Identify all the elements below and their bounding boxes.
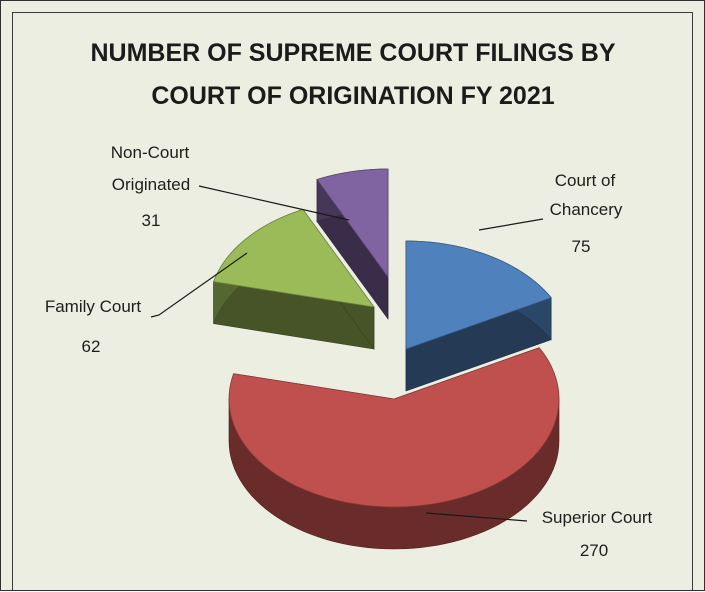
label-court-of-chancery: Court of Chancery 75 xyxy=(478,171,623,256)
slice-court-of-chancery xyxy=(405,240,552,392)
slice-value-superior-court: 270 xyxy=(580,541,608,560)
slice-label-non-court-originated: Non-Court xyxy=(111,143,190,162)
leader-line-superior-court xyxy=(425,512,528,522)
slice-non-court-originated xyxy=(316,168,389,320)
leader-line-non-court-originated xyxy=(198,185,350,221)
slice-label-family-court: Family Court xyxy=(45,297,142,316)
label-superior-court: Superior Court 270 xyxy=(425,508,653,560)
slice-value-non-court-originated: 31 xyxy=(142,211,161,230)
leader-line-family-court xyxy=(150,252,248,318)
slice-label-non-court-originated: Originated xyxy=(112,175,190,194)
slice-labels: Court of Chancery 75 Superior Court 270 Famil… xyxy=(45,143,653,560)
chart-title-line1: NUMBER OF SUPREME COURT FILINGS BY xyxy=(90,39,615,67)
label-family-court: Family Court 62 xyxy=(45,252,248,356)
pie-slices xyxy=(213,168,560,550)
slice-family-court xyxy=(213,208,375,350)
slice-label-court-of-chancery: Chancery xyxy=(550,200,623,219)
slice-superior-court xyxy=(228,347,560,550)
slice-label-court-of-chancery: Court of xyxy=(555,171,616,190)
slice-value-court-of-chancery: 75 xyxy=(572,237,591,256)
leader-line-court-of-chancery xyxy=(478,218,544,231)
chart-title-line2: COURT OF ORIGINATION FY 2021 xyxy=(151,82,554,110)
slice-value-family-court: 62 xyxy=(82,337,101,356)
label-non-court-originated: Non-Court Originated 31 xyxy=(111,143,350,230)
slice-label-superior-court: Superior Court xyxy=(542,508,653,527)
